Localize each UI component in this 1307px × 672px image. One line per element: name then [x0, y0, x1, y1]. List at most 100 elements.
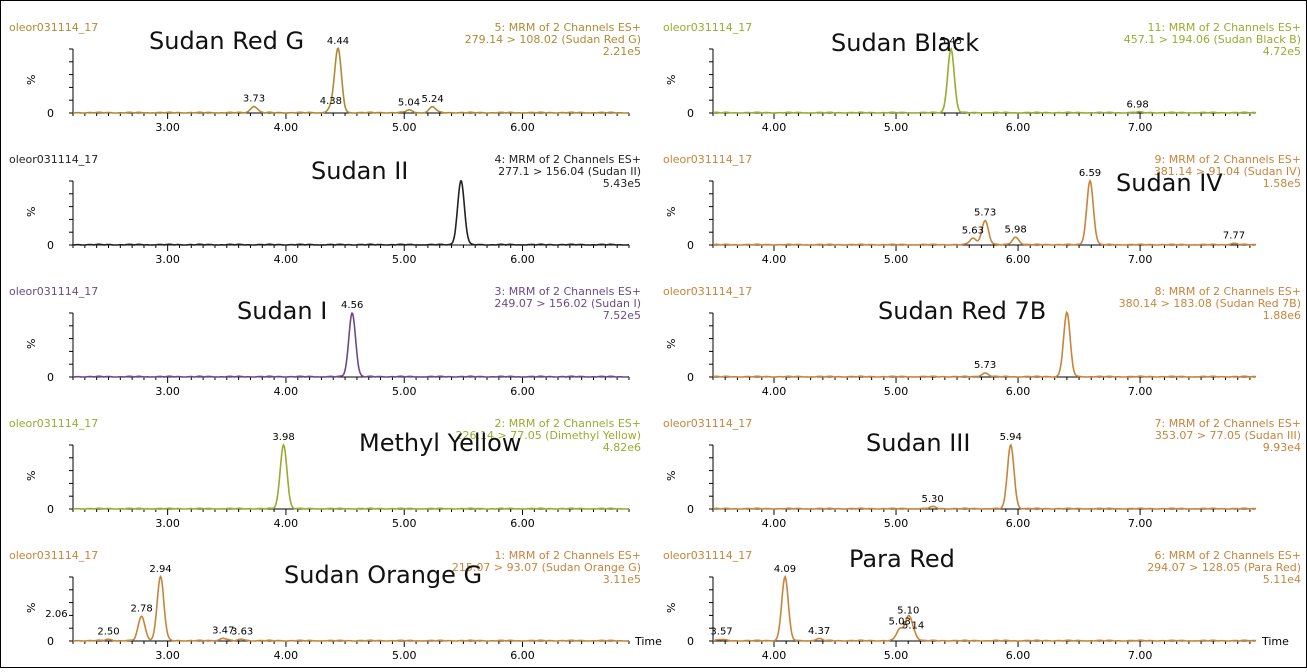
compound-annotation: Sudan IV: [1116, 169, 1223, 197]
y-axis-label: %: [25, 603, 38, 613]
chromatogram-panel: oleor031114_17 1: MRM of 2 Channels ES+21…: [9, 549, 662, 662]
sample-name: oleor031114_17: [9, 417, 98, 430]
x-tick-label: 7.00: [1128, 253, 1153, 266]
x-tick-label: 3.00: [155, 385, 180, 398]
x-tick-label: 7.00: [1128, 121, 1153, 134]
chromatogram-trace: [73, 445, 629, 509]
peak-label: 5.04: [398, 97, 420, 108]
x-tick-label: 6.00: [1006, 253, 1031, 266]
peak-label: 4.44: [327, 36, 349, 47]
channel-header-line: 5.43e5: [603, 177, 641, 190]
chromatogram-panel: oleor031114_17 4: MRM of 2 Channels ES+27…: [9, 153, 641, 266]
channel-header-line: 2.21e5: [603, 45, 641, 58]
sample-name: oleor031114_17: [9, 285, 98, 298]
compound-annotation: Sudan Orange G: [284, 561, 482, 589]
peak-label: 5.30: [922, 494, 944, 505]
peak-label: 2.94: [149, 564, 171, 575]
x-tick-label: 6.00: [510, 517, 535, 530]
x-tick-label: 4.00: [274, 253, 299, 266]
chromatogram-panel: oleor031114_17 11: MRM of 2 Channels ES+4…: [663, 21, 1301, 134]
peak-label: 5.98: [1004, 224, 1026, 235]
x-tick-label: 6.00: [1006, 385, 1031, 398]
peak-label: 6.98: [1127, 99, 1149, 110]
y-zero-label: 0: [687, 107, 694, 120]
chromatogram-panel: oleor031114_17 3: MRM of 2 Channels ES+24…: [9, 285, 641, 398]
chromatogram-panel: oleor031114_17 8: MRM of 2 Channels ES+38…: [663, 285, 1301, 398]
peak-label: 4.09: [774, 564, 796, 575]
chromatogram-panel: oleor031114_17 7: MRM of 2 Channels ES+35…: [663, 417, 1301, 530]
x-tick-label: 6.00: [510, 121, 535, 134]
chromatogram-panel: oleor031114_17 5: MRM of 2 Channels ES+27…: [9, 21, 641, 134]
x-tick-label: 5.00: [392, 517, 417, 530]
peak-label: 2.78: [130, 604, 152, 615]
x-tick-label: 4.00: [274, 121, 299, 134]
y-axis-label: %: [25, 207, 38, 217]
channel-header-line: 5.11e4: [1263, 573, 1301, 586]
y-zero-label: 0: [47, 371, 54, 384]
channel-header-line: 1.88e6: [1263, 309, 1301, 322]
channel-header-line: 1.58e5: [1263, 177, 1301, 190]
peak-label: 4.56: [341, 300, 363, 311]
y-axis-label: %: [665, 471, 678, 481]
x-tick-label: 4.00: [274, 649, 299, 662]
compound-annotation: Para Red: [849, 545, 955, 573]
x-tick-label: 4.00: [762, 385, 787, 398]
peak-label: 3.73: [243, 94, 265, 105]
x-tick-label: 6.00: [510, 649, 535, 662]
peak-label: 3.63: [231, 627, 253, 638]
sample-name: oleor031114_17: [663, 285, 752, 298]
chromatogram-trace: [73, 48, 629, 113]
sample-name: oleor031114_17: [663, 417, 752, 430]
peak-label: 5.24: [421, 94, 443, 105]
compound-annotation: Methyl Yellow: [359, 429, 521, 457]
y-zero-label: 0: [47, 239, 54, 252]
x-tick-label: 3.00: [155, 253, 180, 266]
chromatogram-trace: [73, 313, 629, 377]
channel-header-line: 3.11e5: [603, 573, 641, 586]
x-tick-label: 5.00: [392, 121, 417, 134]
y-zero-label: 0: [47, 635, 54, 648]
peak-label: 6.59: [1079, 168, 1101, 179]
compound-annotation: Sudan I: [237, 297, 327, 325]
peak-label: 5.14: [902, 620, 924, 631]
x-tick-label: 4.00: [762, 649, 787, 662]
x-tick-label: 6.00: [1006, 121, 1031, 134]
peak-label: 2.06: [45, 609, 67, 620]
x-tick-label: 5.00: [392, 253, 417, 266]
x-tick-label: 7.00: [1128, 385, 1153, 398]
x-tick-label: 7.00: [1128, 649, 1153, 662]
x-tick-label: 6.00: [510, 385, 535, 398]
compound-annotation: Sudan II: [311, 157, 408, 185]
y-zero-label: 0: [687, 635, 694, 648]
y-zero-label: 0: [687, 239, 694, 252]
peak-label: 5.73: [974, 360, 996, 371]
x-tick-label: 4.00: [274, 517, 299, 530]
chromatogram-trace: [713, 577, 1256, 641]
x-tick-label: 5.00: [392, 385, 417, 398]
sample-name: oleor031114_17: [9, 21, 98, 34]
x-tick-label: 4.00: [762, 253, 787, 266]
x-axis-label: Time: [1261, 635, 1289, 648]
y-axis-label: %: [25, 75, 38, 85]
x-tick-label: 4.00: [762, 121, 787, 134]
sample-name: oleor031114_17: [9, 153, 98, 166]
peak-label: 5.73: [974, 208, 996, 219]
y-axis-label: %: [25, 471, 38, 481]
chromatogram-panel: oleor031114_17 6: MRM of 2 Channels ES+29…: [663, 545, 1301, 662]
compound-annotation: Sudan III: [866, 429, 970, 457]
channel-header-line: 7.52e5: [603, 309, 641, 322]
peak-label: 3.98: [272, 432, 294, 443]
x-tick-label: 3.00: [155, 649, 180, 662]
y-zero-label: 0: [47, 503, 54, 516]
x-tick-label: 5.00: [884, 253, 909, 266]
peak-label: 3.57: [710, 627, 732, 638]
x-tick-label: 5.00: [392, 649, 417, 662]
x-tick-label: 3.00: [155, 121, 180, 134]
x-tick-label: 5.00: [884, 517, 909, 530]
y-axis-label: %: [25, 339, 38, 349]
x-tick-label: 6.00: [1006, 649, 1031, 662]
x-tick-label: 5.00: [884, 121, 909, 134]
sample-name: oleor031114_17: [663, 153, 752, 166]
